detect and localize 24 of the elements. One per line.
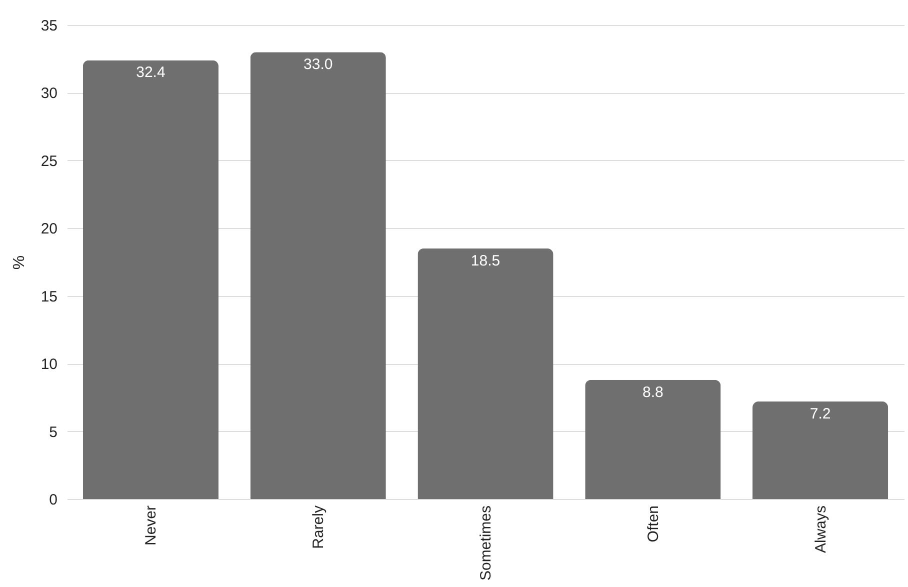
y-axis-title: % xyxy=(10,255,28,270)
y-tick-label: 10 xyxy=(40,356,58,374)
y-tick-label: 0 xyxy=(49,492,58,508)
data-label: 8.8 xyxy=(642,384,664,401)
y-tick-label: 35 xyxy=(40,18,58,34)
y-tick-label: 30 xyxy=(40,85,58,102)
bar xyxy=(585,380,721,499)
bar xyxy=(418,248,554,499)
y-tick-label: 25 xyxy=(40,152,58,170)
bar xyxy=(82,60,218,499)
data-label: 7.2 xyxy=(810,405,831,422)
bar xyxy=(752,401,888,499)
data-label: 32.4 xyxy=(136,64,166,82)
x-tick-label: Never xyxy=(142,506,160,546)
x-tick-label: Often xyxy=(644,506,662,542)
y-tick-label: 15 xyxy=(40,288,58,306)
y-tick-label: 5 xyxy=(49,424,58,441)
x-tick-label: Sometimes xyxy=(478,506,494,581)
x-tick-label: Always xyxy=(812,506,830,554)
data-label: 33.0 xyxy=(304,56,333,74)
x-tick-label: Rarely xyxy=(310,505,328,549)
data-label: 18.5 xyxy=(470,252,500,270)
bar xyxy=(250,52,386,499)
y-tick-label: 20 xyxy=(40,220,58,238)
